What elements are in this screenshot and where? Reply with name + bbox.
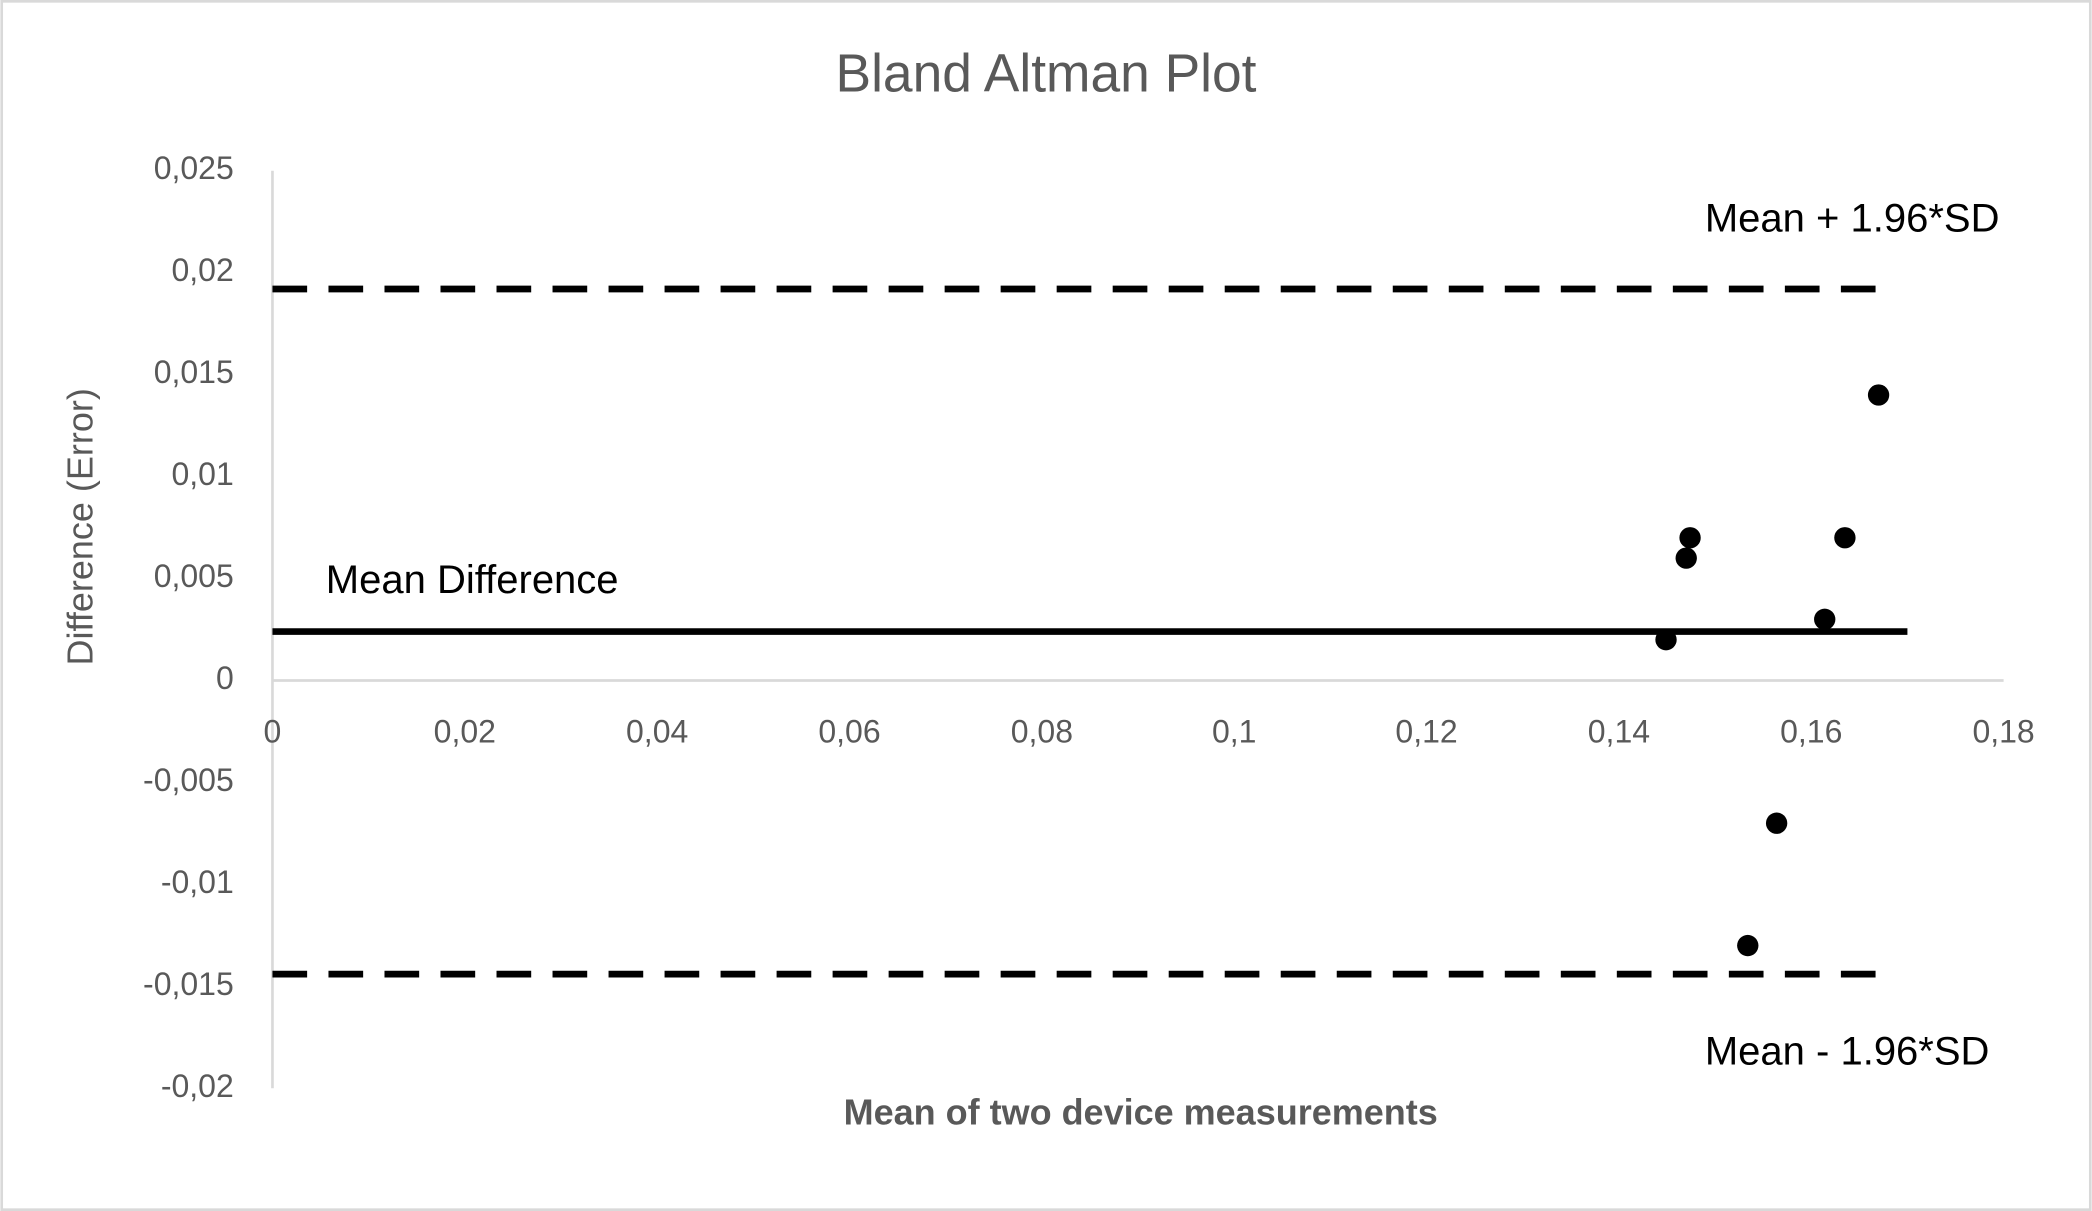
x-tick-label: 0,08 (1011, 713, 1073, 749)
y-tick-label: 0,02 (171, 252, 233, 288)
x-tick-label: 0,12 (1395, 713, 1457, 749)
point (1679, 527, 1701, 549)
y-tick-label: -0,005 (143, 762, 234, 798)
y-tick-label: -0,02 (161, 1068, 234, 1104)
y-tick-label: -0,01 (161, 864, 234, 900)
x-tick-label: 0,14 (1588, 713, 1650, 749)
chart-title: Bland Altman Plot (836, 44, 1257, 103)
point (1834, 527, 1856, 549)
point (1867, 384, 1890, 406)
y-tick-label: 0,01 (171, 456, 233, 492)
reference-line-label: Mean - 1.96*SD (1705, 1030, 1990, 1074)
x-tick-label: 0,1 (1212, 713, 1256, 749)
point (1814, 608, 1836, 630)
point (1765, 812, 1788, 834)
point (1675, 547, 1697, 569)
y-tick-label: 0,015 (154, 354, 234, 390)
x-tick-label: 0,06 (818, 713, 880, 749)
x-tick-label: 0,18 (1972, 713, 2034, 749)
y-tick-label: 0,005 (154, 558, 234, 594)
x-tick-label: 0,02 (434, 713, 496, 749)
x-tick-label: 0,16 (1780, 713, 1842, 749)
x-tick-label: 0,04 (626, 713, 688, 749)
y-axis-title: Difference (Error) (60, 388, 101, 665)
reference-line-label: Mean + 1.96*SD (1705, 197, 2000, 241)
y-tick-label: 0,025 (154, 150, 234, 186)
x-tick-label: 0 (264, 713, 282, 749)
x-axis-title: Mean of two device measurements (844, 1091, 1438, 1132)
y-tick-label: 0 (216, 660, 234, 696)
point (1655, 629, 1677, 651)
reference-line-label: Mean Difference (326, 558, 619, 602)
point (1737, 934, 1759, 957)
y-tick-label: -0,015 (143, 966, 234, 1002)
